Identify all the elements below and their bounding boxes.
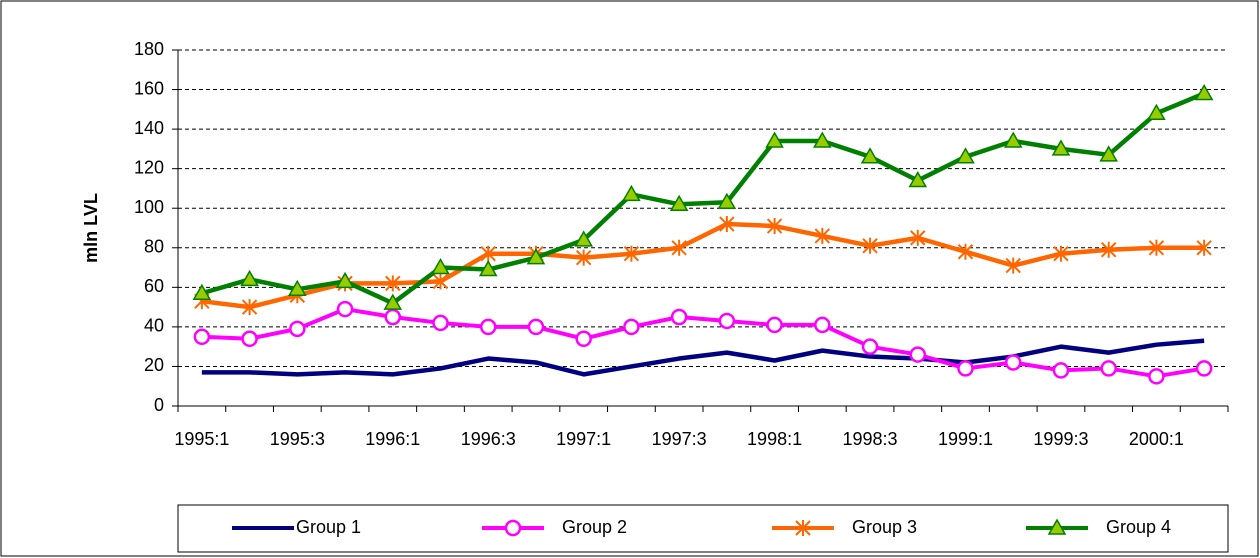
data-point — [1004, 354, 1022, 371]
data-point — [336, 300, 354, 318]
data-point — [1148, 368, 1165, 385]
x-tick-label: 1999:3 — [1033, 429, 1088, 449]
data-point — [670, 308, 688, 326]
data-point — [1194, 83, 1214, 101]
series-line — [201, 338, 1205, 377]
y-tick-label: 40 — [144, 316, 164, 336]
data-point — [718, 312, 736, 330]
data-point — [431, 258, 450, 275]
data-point — [623, 245, 640, 262]
data-point — [766, 218, 783, 235]
x-tick-label: 1997:3 — [652, 429, 707, 449]
data-point — [1100, 241, 1117, 258]
y-tick-label: 80 — [144, 237, 164, 257]
y-tick-label: 140 — [134, 118, 164, 138]
data-point — [527, 318, 545, 336]
data-point — [717, 192, 737, 210]
legend-label: Group 3 — [852, 517, 917, 537]
data-point — [860, 147, 880, 164]
data-point — [669, 194, 689, 212]
y-axis-title: mln LVL — [81, 193, 101, 263]
data-point — [623, 318, 640, 336]
data-point — [526, 248, 546, 265]
y-tick-label: 120 — [134, 157, 164, 177]
x-tick-label: 1996:1 — [365, 429, 420, 449]
x-tick-label: 1998:3 — [843, 429, 898, 449]
data-point — [957, 360, 974, 377]
data-point — [909, 346, 927, 363]
data-point — [861, 338, 879, 355]
data-point — [241, 330, 258, 348]
data-point — [814, 316, 831, 334]
series-line — [201, 221, 1205, 310]
data-point — [480, 245, 496, 262]
legend-label: Group 4 — [1106, 517, 1171, 537]
y-tick-label: 0 — [154, 395, 164, 415]
data-point — [957, 243, 974, 260]
data-point — [1099, 145, 1118, 162]
data-point — [385, 275, 401, 292]
data-point — [240, 269, 259, 287]
data-point — [1195, 360, 1213, 377]
x-tick-label: 1995:3 — [270, 429, 325, 449]
legend-marker — [1047, 518, 1067, 535]
legend-label: Group 1 — [296, 517, 361, 537]
data-point — [814, 227, 831, 244]
data-point — [1005, 257, 1021, 274]
data-point — [288, 279, 307, 297]
x-tick-label: 1995:1 — [174, 429, 229, 449]
data-point — [766, 316, 783, 334]
legend-marker — [504, 519, 522, 537]
y-tick-label: 160 — [134, 78, 164, 98]
data-point — [956, 147, 975, 164]
legend-label: Group 2 — [562, 517, 627, 537]
data-point — [1053, 245, 1069, 262]
y-tick-label: 20 — [144, 355, 164, 375]
data-point — [1196, 239, 1212, 256]
x-tick-label: 1999:1 — [938, 429, 993, 449]
data-point — [383, 293, 403, 310]
series-line — [201, 91, 1206, 306]
series-line — [201, 307, 1205, 379]
x-tick-label: 1996:3 — [461, 429, 516, 449]
y-tick-label: 180 — [134, 39, 164, 59]
data-point — [622, 184, 641, 202]
data-point — [575, 249, 592, 266]
data-point — [479, 318, 497, 336]
data-point — [1052, 362, 1070, 379]
data-point — [862, 237, 878, 254]
data-point — [432, 273, 449, 290]
data-point — [813, 131, 832, 148]
y-tick-label: 100 — [134, 197, 164, 217]
x-tick-label: 2000:1 — [1129, 429, 1184, 449]
data-point — [289, 320, 306, 338]
data-point — [1100, 360, 1117, 377]
data-point — [765, 131, 784, 148]
data-point — [910, 229, 926, 246]
data-point — [1148, 239, 1165, 256]
data-point — [478, 260, 498, 277]
data-point — [384, 308, 402, 326]
data-point — [575, 330, 592, 348]
data-point — [432, 314, 449, 332]
data-point — [1003, 131, 1023, 148]
data-point — [241, 299, 258, 316]
data-point — [719, 216, 735, 233]
data-point — [1051, 139, 1071, 156]
data-point — [908, 171, 928, 188]
data-point — [671, 239, 687, 256]
x-tick-label: 1997:1 — [556, 429, 611, 449]
y-tick-label: 60 — [144, 276, 164, 296]
data-point — [574, 230, 593, 247]
x-tick-label: 1998:1 — [747, 429, 802, 449]
data-point — [1147, 103, 1166, 121]
data-point — [193, 328, 211, 346]
legend-marker — [795, 520, 811, 536]
data-point — [335, 271, 355, 289]
data-point — [192, 283, 212, 301]
